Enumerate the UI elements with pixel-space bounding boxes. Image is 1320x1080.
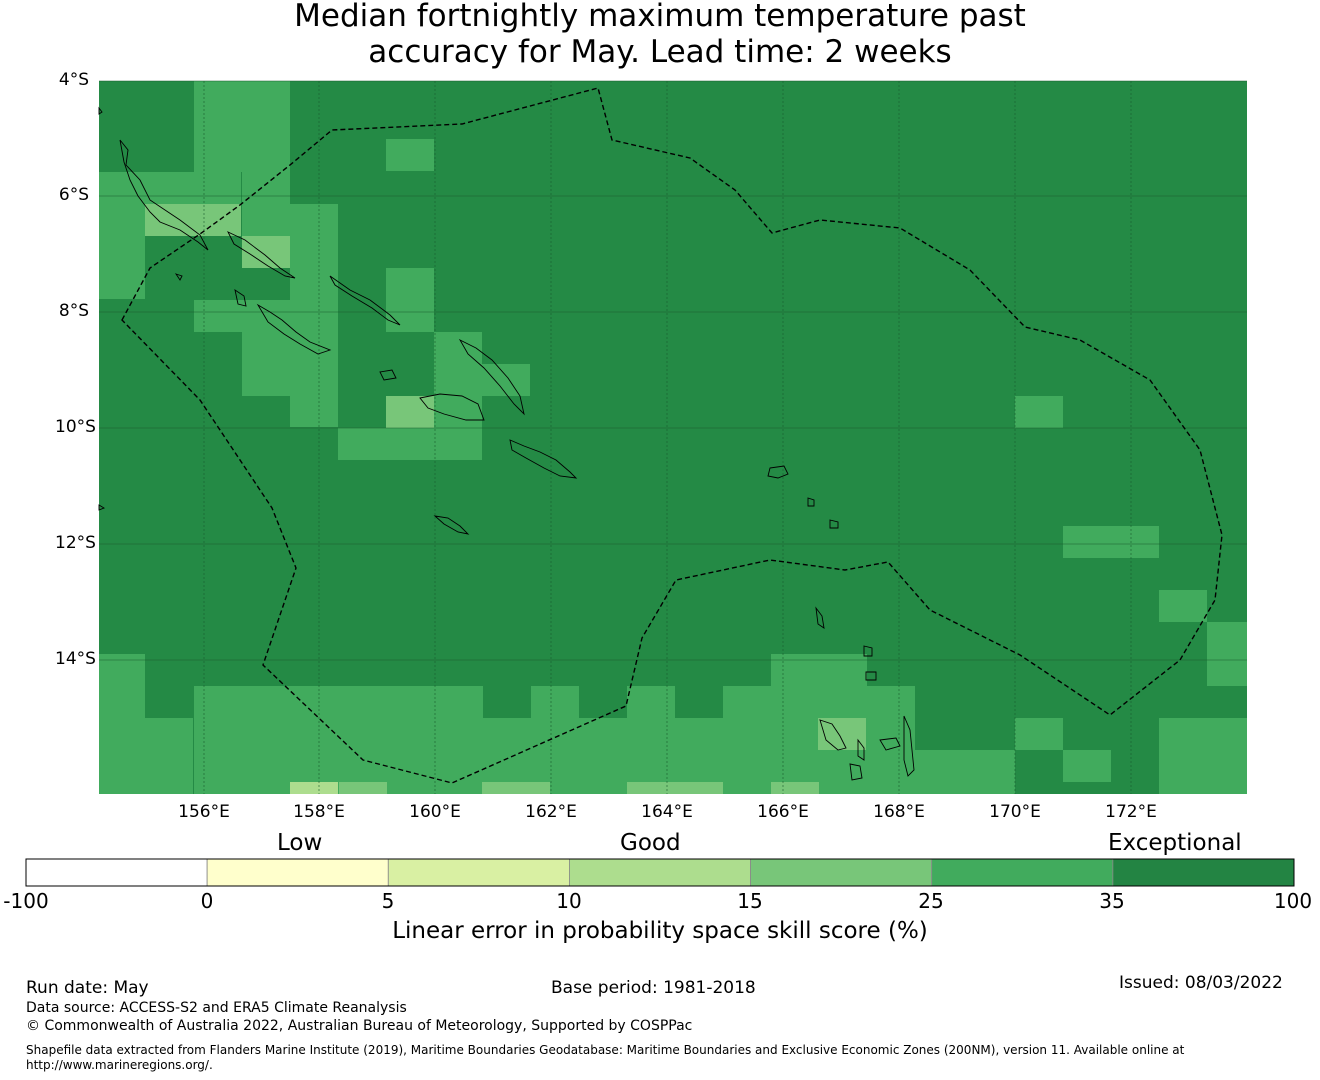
skill-cell	[818, 718, 866, 750]
skill-cell	[242, 172, 290, 204]
skill-cell	[675, 718, 723, 794]
skill-cell	[339, 782, 387, 794]
lat-label-12s: 12°S	[55, 533, 96, 553]
skill-cell	[723, 686, 771, 794]
colorbar-tick-15: 15	[737, 889, 763, 913]
lat-label-8s: 8°S	[58, 301, 89, 321]
chart-title-line-2: accuracy for May. Lead time: 2 weeks	[368, 34, 952, 70]
skill-cell	[482, 364, 530, 396]
colorbar-category-good: Good	[620, 830, 681, 856]
skill-cell	[434, 332, 482, 396]
skill-cell	[483, 718, 531, 794]
skill-cell	[867, 686, 915, 794]
skill-cell	[386, 396, 434, 428]
skill-cell	[194, 81, 290, 172]
skill-cell	[290, 782, 338, 794]
skill-cell	[1063, 750, 1111, 782]
colorbar-tick-0: 0	[200, 889, 214, 913]
chart-title-line-1: Median fortnightly maximum temperature p…	[294, 0, 1026, 34]
colorbar-tick-35: 35	[1099, 889, 1125, 913]
issued-date: Issued: 08/03/2022	[1119, 973, 1283, 993]
lon-label-168e: 168°E	[873, 802, 925, 822]
skill-cell	[290, 300, 338, 427]
lat-label-10s: 10°S	[55, 417, 96, 437]
skill-cell	[1015, 718, 1063, 750]
skill-cell	[1159, 590, 1207, 622]
data-source: Data source: ACCESS-S2 and ERA5 Climate …	[26, 1000, 407, 1016]
coastlines	[98, 106, 915, 781]
shapefile-credit-line-2: http://www.marineregions.org/.	[26, 1058, 213, 1072]
skill-cell	[1159, 718, 1247, 794]
colorbar-frame	[25, 858, 1295, 887]
run-date: Run date: May	[26, 978, 149, 998]
lon-label-160e: 160°E	[409, 802, 461, 822]
skill-cells	[99, 81, 1247, 794]
lon-label-158e: 158°E	[293, 802, 345, 822]
shapefile-credit-line-1: Shapefile data extracted from Flanders M…	[26, 1043, 1185, 1057]
skill-cell	[145, 718, 193, 794]
lon-label-164e: 164°E	[641, 802, 693, 822]
skill-cell	[99, 654, 145, 794]
eez-boundary	[121, 87, 1223, 784]
lat-label-4s: 4°S	[58, 70, 89, 90]
lon-label-170e: 170°E	[989, 802, 1041, 822]
gridlines	[99, 80, 1247, 794]
skill-cell	[386, 139, 434, 171]
skill-cell	[99, 172, 145, 299]
lon-label-166e: 166°E	[757, 802, 809, 822]
colorbar-segment	[750, 858, 933, 887]
lon-label-156e: 156°E	[178, 802, 230, 822]
lon-label-162e: 162°E	[525, 802, 577, 822]
skill-cell	[338, 428, 482, 460]
skill-cell	[627, 782, 723, 794]
colorbar-category-low: Low	[277, 830, 323, 856]
skill-cell	[194, 686, 483, 794]
colorbar-tick-10: 10	[556, 889, 582, 913]
skill-cell	[1207, 622, 1247, 686]
skill-cell	[915, 750, 1015, 794]
colorbar-tick-100: 100	[1273, 889, 1313, 913]
colorbar-tick-minus100: -100	[3, 889, 49, 913]
copyright: © Commonwealth of Australia 2022, Austra…	[26, 1018, 693, 1034]
skill-cell	[531, 686, 579, 794]
skill-cell	[242, 300, 290, 396]
lat-label-6s: 6°S	[58, 185, 89, 205]
skill-cell	[1015, 396, 1063, 428]
skill-cell	[386, 268, 434, 332]
colorbar-segment	[387, 858, 570, 887]
map-background	[99, 81, 1247, 794]
skill-cell	[145, 204, 241, 236]
colorbar	[25, 858, 1295, 887]
skill-cell	[194, 300, 242, 332]
skill-cell	[290, 268, 338, 300]
skill-cell	[771, 782, 819, 794]
skill-cell	[579, 718, 627, 794]
skill-cell	[482, 782, 550, 794]
skill-cell	[627, 686, 675, 794]
colorbar-segment	[25, 858, 208, 887]
colorbar-segment	[569, 858, 751, 887]
colorbar-tick-25: 25	[918, 889, 944, 913]
colorbar-title: Linear error in probability space skill …	[392, 918, 928, 944]
skill-cell	[242, 236, 290, 268]
colorbar-segment	[931, 858, 1114, 887]
lon-label-172e: 172°E	[1105, 802, 1157, 822]
lat-label-14s: 14°S	[55, 649, 96, 669]
skill-cell	[434, 396, 482, 428]
skill-cell	[145, 172, 241, 204]
skill-cell	[1063, 526, 1159, 558]
colorbar-tick-5: 5	[381, 889, 395, 913]
base-period: Base period: 1981-2018	[551, 978, 756, 998]
colorbar-segment	[1112, 858, 1295, 887]
colorbar-segment	[206, 858, 389, 887]
colorbar-category-exceptional: Exceptional	[1108, 830, 1242, 856]
